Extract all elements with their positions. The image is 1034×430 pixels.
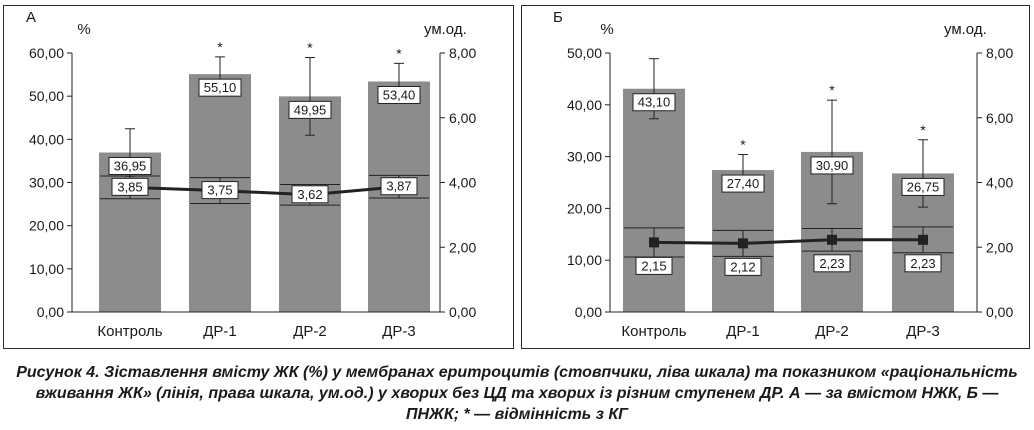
panel-a-left-tick-label-0: 0,00 bbox=[37, 304, 64, 320]
panel-b-line-label-box-0 bbox=[635, 256, 673, 275]
panel-b-bar-0 bbox=[623, 88, 685, 312]
panel-a-left-tick-label-2: 20,00 bbox=[29, 218, 64, 234]
panel-b-bar-label-3: 26,75 bbox=[907, 179, 940, 194]
panel-b-label: Б bbox=[553, 9, 563, 26]
panel-a-line-label-box-2 bbox=[291, 185, 329, 204]
panel-b-significance-mark-2: * bbox=[829, 82, 835, 98]
panel-a-right-tick-label-4: 8,00 bbox=[449, 45, 476, 61]
panel-a-line-label-box-0 bbox=[111, 177, 149, 196]
panel-a-line-series bbox=[129, 185, 400, 197]
panel-a-left-unit: % bbox=[77, 21, 90, 38]
panel-b-significance-mark-3: * bbox=[920, 122, 926, 138]
panel-b-left-tick-label-2: 20,00 bbox=[567, 200, 602, 216]
panel-b-right-tick-label-3: 6,00 bbox=[986, 110, 1013, 126]
panel-b-right-tick-label-4: 8,00 bbox=[986, 45, 1013, 61]
panel-b-line-label-2: 2,23 bbox=[819, 256, 844, 271]
panel-a-right-unit: ум.од. bbox=[424, 21, 467, 38]
panel-a-label: А bbox=[26, 9, 36, 26]
panel-b-significance-mark-1: * bbox=[740, 137, 746, 153]
panel-b-line-label-0: 2,15 bbox=[641, 258, 666, 273]
panel-a-left-tick-label-4: 40,00 bbox=[29, 131, 64, 147]
panel-a-line-label-0: 3,85 bbox=[117, 179, 142, 194]
panel-b-chart: Б% ум.од. * * * 43,10 27,40 30,90 26,75 2,15 2,12 2… bbox=[553, 9, 1013, 340]
panel-b-line-label-box-3 bbox=[904, 254, 942, 273]
panel-a-line-label-2: 3,62 bbox=[297, 187, 322, 202]
panel-b-bar-label-1: 27,40 bbox=[727, 176, 760, 191]
panel-b-left-tick-label-4: 40,00 bbox=[567, 97, 602, 113]
panel-b-frame bbox=[521, 5, 1030, 349]
panel-b-right-tick-label-2: 4,00 bbox=[986, 175, 1013, 191]
panel-b-bar-label-box-3 bbox=[901, 177, 945, 196]
panel-b-line-label-1: 2,12 bbox=[730, 259, 755, 274]
panel-b-left-tick-label-1: 10,00 bbox=[567, 252, 602, 268]
panel-b-category-label-2: ДР-2 bbox=[815, 323, 849, 340]
panel-a-bar-label-box-1 bbox=[198, 78, 242, 97]
panel-b-right-tick-label-1: 2,00 bbox=[986, 239, 1013, 255]
panel-a-frame bbox=[3, 5, 514, 349]
panel-b-left-tick-label-5: 50,00 bbox=[567, 45, 602, 61]
panel-a-left-tick-label-6: 60,00 bbox=[29, 45, 64, 61]
panel-b-line-label-box-1 bbox=[724, 257, 762, 276]
panel-a-category-label-0: Контроль bbox=[97, 323, 162, 340]
panel-a-category-label-3: ДР-3 bbox=[382, 323, 416, 340]
panel-a-bar-label-2: 49,95 bbox=[294, 102, 327, 117]
panel-a-bar-label-box-3 bbox=[377, 85, 421, 104]
panel-b-line-marker-2 bbox=[827, 234, 837, 245]
panel-b-line-label-box-2 bbox=[813, 254, 851, 273]
panel-b-line-label-3: 2,23 bbox=[910, 256, 935, 271]
figure-caption: Рисунок 4. Зіставлення вмісту ЖК (%) у м… bbox=[16, 364, 1018, 423]
panel-b-left-tick-label-3: 30,00 bbox=[567, 149, 602, 165]
panel-b-bar-label-box-2 bbox=[810, 156, 854, 175]
panel-a-right-tick-label-0: 0,00 bbox=[449, 304, 476, 320]
panel-b-bar-label-0: 43,10 bbox=[638, 95, 671, 110]
panel-a-line-label-1: 3,75 bbox=[207, 183, 232, 198]
panel-b-category-label-1: ДР-1 bbox=[726, 323, 760, 340]
panel-b-line-marker-1 bbox=[738, 238, 748, 249]
panel-b-category-label-0: Контроль bbox=[621, 323, 686, 340]
panel-a-bar-label-1: 55,10 bbox=[204, 80, 237, 95]
panel-a-significance-mark-2: * bbox=[307, 40, 313, 56]
panel-a-left-tick-label-1: 10,00 bbox=[29, 261, 64, 277]
panel-b-bar-label-2: 30,90 bbox=[816, 158, 849, 173]
panel-a-right-tick-label-1: 2,00 bbox=[449, 239, 476, 255]
charts-figure: А% ум.од. * * * 36,95 55,10 49,95 53,40 3,85 3,75 3… bbox=[3, 5, 1030, 349]
panel-b-category-label-3: ДР-3 bbox=[906, 323, 940, 340]
panel-a-significance-mark-3: * bbox=[396, 45, 402, 61]
panel-b-bar-label-box-0 bbox=[632, 93, 676, 112]
panel-a-chart: А% ум.од. * * * 36,95 55,10 49,95 53,40 3,85 3,75 3… bbox=[26, 9, 476, 340]
panel-b-left-unit: % bbox=[600, 21, 613, 38]
panel-a-bar-label-box-2 bbox=[288, 100, 332, 119]
panel-b-line-series bbox=[653, 238, 923, 245]
panel-a-line-label-box-3 bbox=[380, 177, 418, 196]
panel-a-right-tick-label-2: 4,00 bbox=[449, 175, 476, 191]
panel-a-left-tick-label-3: 30,00 bbox=[29, 175, 64, 191]
panel-a-bar-label-3: 53,40 bbox=[383, 87, 416, 102]
panel-a-line-label-3: 3,87 bbox=[386, 179, 411, 194]
panel-b-line-marker-0 bbox=[649, 237, 659, 248]
panel-a-line-label-box-1 bbox=[201, 181, 239, 200]
panel-b-line-marker-3 bbox=[918, 234, 928, 245]
panel-a-left-tick-label-5: 50,00 bbox=[29, 88, 64, 104]
panel-a-significance-mark-1: * bbox=[217, 39, 223, 55]
panel-a-category-label-1: ДР-1 bbox=[203, 323, 237, 340]
panel-a-category-label-2: ДР-2 bbox=[293, 323, 327, 340]
panel-b-left-tick-label-0: 0,00 bbox=[575, 304, 602, 320]
panel-b-bar-label-box-1 bbox=[721, 174, 765, 193]
panel-a-bar-label-box-0 bbox=[108, 156, 152, 175]
panel-b-right-unit: ум.од. bbox=[944, 21, 987, 38]
panel-a-bar-label-0: 36,95 bbox=[114, 158, 147, 173]
panel-a-right-tick-label-3: 6,00 bbox=[449, 110, 476, 126]
panel-b-right-tick-label-0: 0,00 bbox=[986, 304, 1013, 320]
